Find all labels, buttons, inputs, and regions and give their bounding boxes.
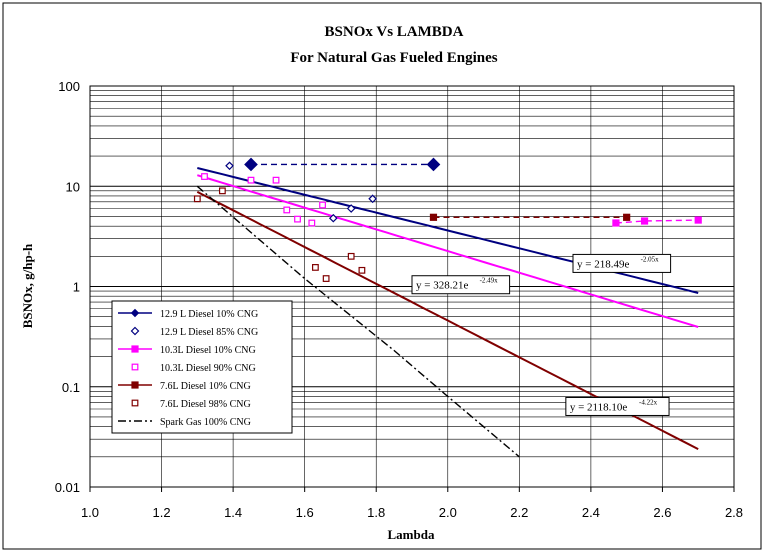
y-tick-label: 0.1 bbox=[62, 380, 80, 395]
equation-text: y = 218.49e bbox=[577, 258, 629, 270]
x-tick-label: 2.8 bbox=[725, 505, 743, 520]
chart-subtitle: For Natural Gas Fueled Engines bbox=[290, 50, 497, 66]
data-point bbox=[358, 266, 366, 274]
legend-label: 7.6L Diesel 10% CNG bbox=[160, 381, 251, 392]
data-point bbox=[294, 215, 301, 223]
x-tick-label: 2.4 bbox=[582, 505, 600, 520]
equation-text: y = 328.21e bbox=[416, 280, 468, 292]
chart-frame bbox=[2, 2, 762, 550]
legend-label: 12.9 L Diesel 85% CNG bbox=[160, 327, 258, 338]
y-tick-label: 0.01 bbox=[55, 480, 80, 495]
data-point bbox=[312, 264, 319, 271]
y-tick-label: 10 bbox=[66, 179, 80, 194]
x-tick-label: 1.4 bbox=[224, 505, 242, 520]
legend-label: 7.6L Diesel 98% CNG bbox=[160, 399, 251, 410]
equation-exponent: -2.05x bbox=[641, 255, 660, 263]
legend-entry: 10.3L Diesel 10% CNG bbox=[118, 345, 256, 356]
trendline bbox=[197, 174, 699, 328]
x-tick-label: 1.2 bbox=[153, 505, 171, 520]
legend-entry: 10.3L Diesel 90% CNG bbox=[131, 363, 256, 374]
data-point bbox=[623, 213, 631, 221]
x-tick-label: 1.8 bbox=[367, 505, 385, 520]
series-line bbox=[196, 185, 520, 458]
data-point bbox=[368, 194, 377, 204]
equation-exponent: -4.22x bbox=[639, 398, 658, 406]
legend-entry: 12.9 L Diesel 85% CNG bbox=[130, 326, 258, 338]
data-point bbox=[308, 219, 316, 227]
x-tick-label: 2.2 bbox=[510, 505, 528, 520]
data-point bbox=[283, 206, 291, 214]
series-line bbox=[615, 219, 699, 224]
legend-swatch-marker bbox=[131, 345, 139, 353]
legend-swatch-marker bbox=[131, 363, 139, 371]
legend-entry: 12.9 L Diesel 10% CNG bbox=[118, 308, 258, 320]
legend-entry: 7.6L Diesel 10% CNG bbox=[118, 381, 251, 392]
equation-box bbox=[565, 396, 670, 416]
legend-label: 10.3L Diesel 90% CNG bbox=[160, 363, 256, 374]
legend-label: 10.3L Diesel 10% CNG bbox=[160, 345, 256, 356]
legend-box bbox=[111, 300, 293, 434]
data-point bbox=[694, 216, 702, 224]
equation-text: y = 2118.10e bbox=[570, 401, 628, 413]
data-point bbox=[218, 187, 226, 195]
x-tick-label: 2.6 bbox=[653, 505, 671, 520]
data-point bbox=[347, 252, 355, 260]
data-point bbox=[244, 157, 258, 172]
x-tick-label: 1.6 bbox=[296, 505, 314, 520]
trendline-equations: y = 218.49e -2.05x y = 328.21e -2.49x y = 21… bbox=[411, 253, 672, 416]
data-point bbox=[346, 204, 356, 213]
trendline-equation: y = 2118.10e -4.22x bbox=[565, 396, 670, 416]
legend-entry: 7.6L Diesel 98% CNG bbox=[131, 399, 251, 410]
chart-title: BSNOx Vs LAMBDA bbox=[325, 24, 464, 40]
data-point bbox=[225, 161, 234, 171]
trendline-equation: y = 218.49e -2.05x bbox=[572, 253, 672, 273]
data-point bbox=[201, 173, 208, 180]
data-point bbox=[429, 213, 438, 221]
trendline-equation: y = 328.21e -2.49x bbox=[411, 275, 511, 295]
plot-area bbox=[89, 85, 735, 488]
legend-swatch-marker bbox=[130, 308, 140, 318]
x-axis-label: Lambda bbox=[388, 527, 435, 542]
equation-box bbox=[572, 253, 672, 273]
data-point bbox=[640, 217, 649, 225]
data-point bbox=[319, 201, 326, 209]
legend-swatch-marker bbox=[130, 326, 140, 336]
data-point bbox=[612, 219, 620, 227]
legend: 12.9 L Diesel 10% CNG 12.9 L Diesel 85% C… bbox=[111, 300, 293, 434]
legend-entry: Spark Gas 100% CNG bbox=[118, 417, 251, 428]
y-tick-label: 1 bbox=[73, 280, 80, 295]
tick-labels: 1.0 1.2 1.4 1.6 1.8 2.0 2.2 2.4 2.6 2.8 0.01 0.1 1 10… bbox=[55, 79, 743, 520]
legend-label: Spark Gas 100% CNG bbox=[160, 417, 251, 428]
legend-swatch-marker bbox=[131, 399, 139, 407]
legend-label: 12.9 L Diesel 10% CNG bbox=[160, 309, 258, 320]
data-point bbox=[193, 195, 201, 203]
x-tick-label: 2.0 bbox=[439, 505, 457, 520]
data-point bbox=[426, 157, 441, 172]
equation-exponent: -2.49x bbox=[480, 277, 499, 285]
equation-box bbox=[411, 275, 511, 295]
y-axis-label: BSNOx, g/hp-h bbox=[20, 243, 35, 328]
data-point bbox=[322, 275, 330, 282]
data-point bbox=[247, 176, 255, 184]
data-point bbox=[328, 213, 338, 223]
legend-swatch-marker bbox=[131, 381, 139, 389]
x-tick-label: 1.0 bbox=[81, 505, 99, 520]
data-point bbox=[272, 176, 280, 184]
series-markers bbox=[193, 157, 702, 282]
y-tick-label: 100 bbox=[58, 79, 80, 94]
